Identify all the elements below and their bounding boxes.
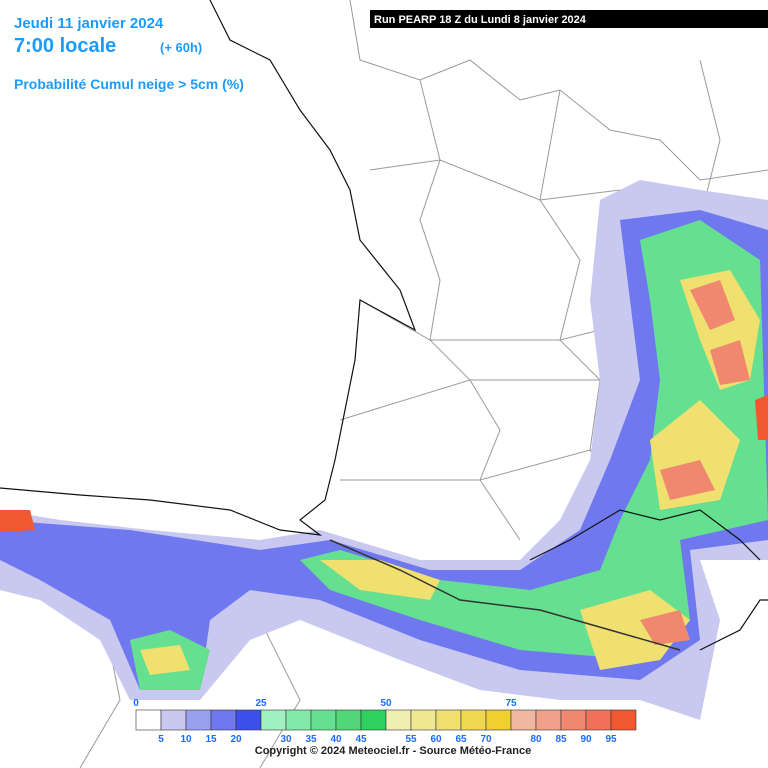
- legend-label: 85: [555, 734, 567, 745]
- legend-swatch: [510, 709, 537, 731]
- legend-swatch: [535, 709, 562, 731]
- legend-swatch: [485, 709, 512, 731]
- legend-label: 30: [280, 734, 292, 745]
- legend-swatch: [335, 709, 362, 731]
- legend-swatch: [585, 709, 612, 731]
- time: 7:00 locale: [14, 35, 116, 57]
- legend-swatch: [360, 709, 387, 731]
- coastline: [0, 0, 768, 651]
- legend: 0 5 10 15 20 25 30 35 40 45 50 55 60 65 70 75 80 85 90 95: [133, 698, 637, 745]
- legend-label: 80: [530, 734, 542, 745]
- legend-swatch: [385, 709, 412, 731]
- legend-label: 65: [455, 734, 467, 745]
- legend-swatch: [560, 709, 587, 731]
- product: Probabilité Cumul neige > 5cm (%): [14, 76, 244, 92]
- date: Jeudi 11 janvier 2024: [14, 15, 164, 32]
- legend-label: 60: [430, 734, 442, 745]
- legend-swatch: [310, 709, 337, 731]
- legend-swatch: [610, 709, 637, 731]
- run-label: Run PEARP 18 Z du Lundi 8 janvier 2024: [374, 14, 587, 26]
- legend-swatch: [185, 709, 212, 731]
- legend-label: 5: [158, 734, 164, 745]
- legend-swatch: [210, 709, 237, 731]
- legend-label: 20: [230, 734, 242, 745]
- legend-label: 90: [580, 734, 592, 745]
- legend-swatch: [460, 709, 487, 731]
- legend-label: 55: [405, 734, 417, 745]
- legend-swatch: [235, 709, 262, 731]
- legend-swatch: [160, 709, 187, 731]
- legend-label: 70: [480, 734, 492, 745]
- legend-swatch: [260, 709, 287, 731]
- lead: (+ 60h): [160, 40, 202, 55]
- legend-swatch: [135, 709, 162, 731]
- precipitation-field: [0, 180, 768, 720]
- legend-label: 35: [305, 734, 317, 745]
- copyright: Copyright © 2024 Meteociel.fr - Source M…: [255, 745, 531, 757]
- legend-swatch: [285, 709, 312, 731]
- legend-label: 15: [205, 734, 217, 745]
- legend-label: 10: [180, 734, 192, 745]
- legend-label: 50: [380, 698, 392, 709]
- legend-swatch: [435, 709, 462, 731]
- legend-label: 40: [330, 734, 342, 745]
- run-banner: [370, 10, 768, 28]
- legend-swatch: [410, 709, 437, 731]
- legend-label: 75: [505, 698, 517, 709]
- legend-label: 95: [605, 734, 617, 745]
- legend-label: 25: [255, 698, 267, 709]
- legend-label: 0: [133, 698, 139, 709]
- legend-label: 45: [355, 734, 367, 745]
